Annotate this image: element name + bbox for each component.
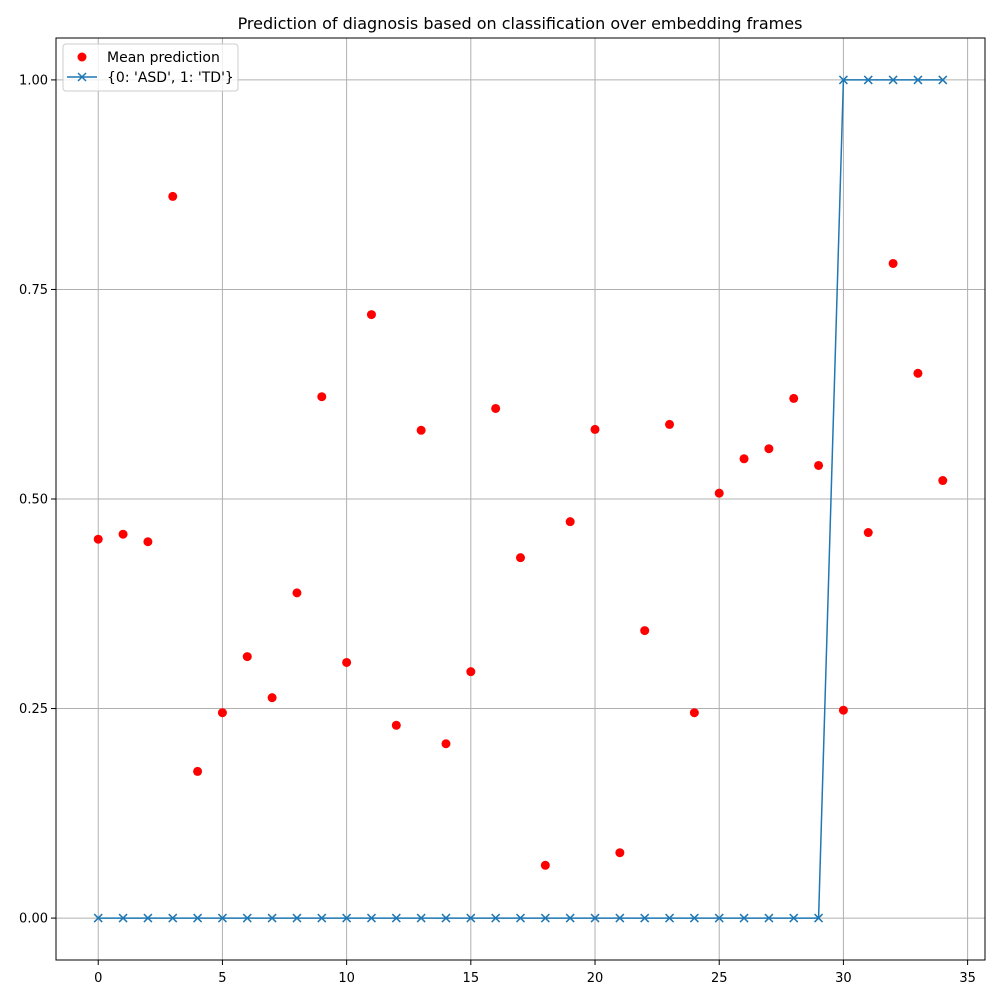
y-tick-label: 0.75 (19, 283, 48, 298)
asd-td-point (168, 913, 178, 923)
asd-td-point (466, 913, 476, 923)
mean-prediction-point (838, 705, 848, 715)
asd-td-line-series (93, 75, 948, 923)
asd-td-point (764, 913, 774, 923)
asd-td-point (838, 75, 848, 85)
mean-prediction-point (466, 667, 476, 677)
x-axis-ticks: 0 5 10 15 20 25 30 35 (94, 960, 976, 986)
legend-box (62, 43, 239, 92)
mean-prediction-point (516, 553, 525, 563)
asd-td-point (665, 913, 675, 923)
asd-td-point (515, 913, 526, 923)
mean-prediction-point (689, 708, 699, 718)
legend-scatter-marker (77, 52, 87, 62)
asd-td-point (938, 75, 948, 85)
y-axis-ticks: 0.00 0.25 0.50 0.75 1.00 (19, 73, 56, 927)
mean-prediction-point (292, 588, 302, 598)
asd-td-point (714, 913, 724, 923)
mean-prediction-point (366, 310, 376, 320)
mean-prediction-point (640, 626, 650, 636)
x-tick-label: 25 (711, 971, 728, 986)
mean-prediction-point (938, 476, 948, 486)
asd-td-point (217, 913, 227, 923)
asd-td-point (267, 913, 277, 923)
asd-td-point (441, 913, 451, 923)
mean-prediction-point (317, 392, 327, 402)
asd-td-point (615, 913, 625, 923)
mean-prediction-point (217, 708, 227, 718)
chart-title: Prediction of diagnosis based on classif… (238, 14, 803, 33)
asd-td-point (814, 913, 824, 923)
asd-td-point (366, 913, 376, 923)
x-tick-label: 0 (94, 971, 102, 986)
mean-prediction-point (342, 657, 352, 667)
mean-prediction-point (739, 454, 749, 464)
y-tick-label: 0.00 (19, 912, 48, 927)
mean-prediction-point (764, 444, 774, 454)
x-tick-label: 35 (959, 971, 976, 986)
mean-prediction-point (491, 403, 501, 413)
asd-td-point (491, 913, 501, 923)
asd-td-point (590, 913, 600, 923)
grid (56, 38, 985, 960)
plot-frame (55, 37, 986, 961)
mean-prediction-point (714, 488, 724, 498)
asd-td-point (118, 913, 128, 923)
x-tick-label: 5 (218, 971, 226, 986)
mean-prediction-point (391, 720, 401, 730)
asd-td-point (93, 913, 103, 923)
asd-td-point (739, 913, 749, 923)
y-tick-label: 0.25 (19, 702, 48, 717)
y-tick-label: 0.50 (19, 493, 48, 508)
asd-td-point (565, 913, 575, 923)
asd-td-point (242, 913, 252, 923)
mean-prediction-point (590, 424, 600, 434)
mean-prediction-point (267, 693, 277, 703)
x-tick-label: 30 (835, 971, 852, 986)
asd-td-point (540, 913, 550, 923)
asd-td-point (863, 75, 873, 85)
mean-prediction-point (863, 528, 873, 538)
mean-prediction-point (118, 529, 128, 539)
mean-prediction-point (540, 860, 550, 870)
x-tick-label: 10 (338, 971, 355, 986)
mean-prediction-point (665, 419, 675, 429)
mean-prediction-point (193, 766, 203, 776)
mean-prediction-point (143, 537, 153, 547)
x-tick-label: 15 (463, 971, 480, 986)
asd-td-point (391, 913, 401, 923)
y-tick-label: 1.00 (19, 73, 48, 88)
legend-label-asd-td: {0: 'ASD', 1: 'TD'} (107, 70, 234, 86)
mean-prediction-point (615, 848, 625, 858)
mean-prediction-point (242, 652, 252, 662)
asd-td-point (888, 75, 898, 85)
x-tick-label: 20 (587, 971, 604, 986)
asd-td-point (689, 913, 699, 923)
mean-prediction-series (93, 191, 948, 870)
asd-td-point (143, 913, 153, 923)
mean-prediction-point (913, 368, 923, 378)
mean-prediction-point (888, 258, 898, 268)
legend-label-mean-prediction: Mean prediction (107, 50, 220, 66)
mean-prediction-point (416, 425, 426, 435)
legend: Mean prediction {0: 'ASD', 1: 'TD'} (62, 43, 239, 92)
mean-prediction-point (93, 534, 103, 544)
mean-prediction-point (168, 191, 178, 201)
legend-x-marker (77, 72, 87, 82)
asd-td-point (789, 913, 799, 923)
asd-td-point (317, 913, 327, 923)
asd-td-point (913, 75, 923, 85)
asd-td-point (342, 913, 352, 923)
asd-td-point (292, 913, 302, 923)
mean-prediction-point (441, 739, 451, 749)
asd-td-point (193, 913, 203, 923)
mean-prediction-point (789, 393, 799, 403)
mean-prediction-point (565, 517, 575, 527)
asd-td-point (416, 913, 426, 923)
mean-prediction-point (814, 460, 824, 470)
asd-td-point (640, 913, 650, 923)
